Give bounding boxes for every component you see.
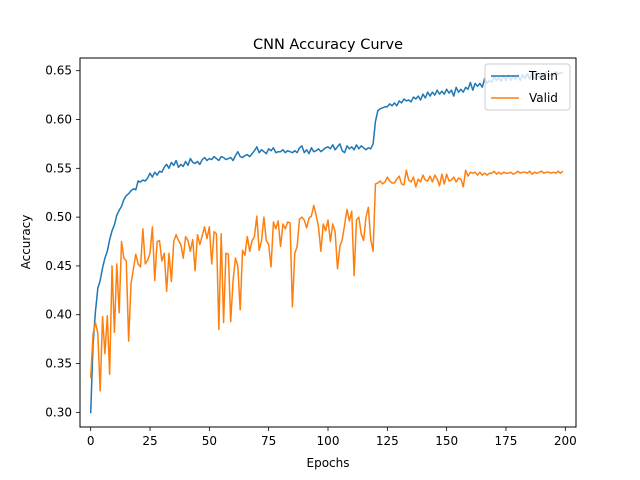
y-tick-label: 0.60 xyxy=(45,113,72,127)
x-tick-label: 150 xyxy=(435,434,458,448)
legend-label-valid: Valid xyxy=(529,91,558,105)
x-axis: 0 25 50 75 100 125 150 175 200 xyxy=(87,427,577,448)
chart-title: CNN Accuracy Curve xyxy=(253,37,403,53)
series-line-valid xyxy=(89,169,564,392)
y-axis: 0.30 0.35 0.40 0.45 0.50 0.55 0.60 0.65 xyxy=(45,64,80,419)
plot-lines xyxy=(89,70,564,414)
x-tick-label: 175 xyxy=(495,434,518,448)
x-tick-label: 75 xyxy=(261,434,276,448)
y-tick-label: 0.45 xyxy=(45,259,72,273)
series-line-train xyxy=(89,70,564,414)
x-tick-label: 100 xyxy=(317,434,340,448)
y-tick-label: 0.50 xyxy=(45,210,72,224)
y-tick-label: 0.40 xyxy=(45,308,72,322)
x-tick-label: 50 xyxy=(202,434,217,448)
legend: Train Valid xyxy=(484,63,571,111)
x-tick-label: 0 xyxy=(87,434,95,448)
y-axis-title: Accuracy xyxy=(19,215,33,270)
x-tick-label: 125 xyxy=(376,434,399,448)
y-tick-label: 0.30 xyxy=(45,405,72,419)
x-tick-label: 200 xyxy=(554,434,577,448)
y-tick-label: 0.55 xyxy=(45,161,72,175)
y-tick-label: 0.65 xyxy=(45,64,72,78)
y-tick-label: 0.35 xyxy=(45,357,72,371)
legend-label-train: Train xyxy=(528,69,558,83)
x-tick-label: 25 xyxy=(142,434,157,448)
x-axis-title: Epochs xyxy=(307,456,350,470)
